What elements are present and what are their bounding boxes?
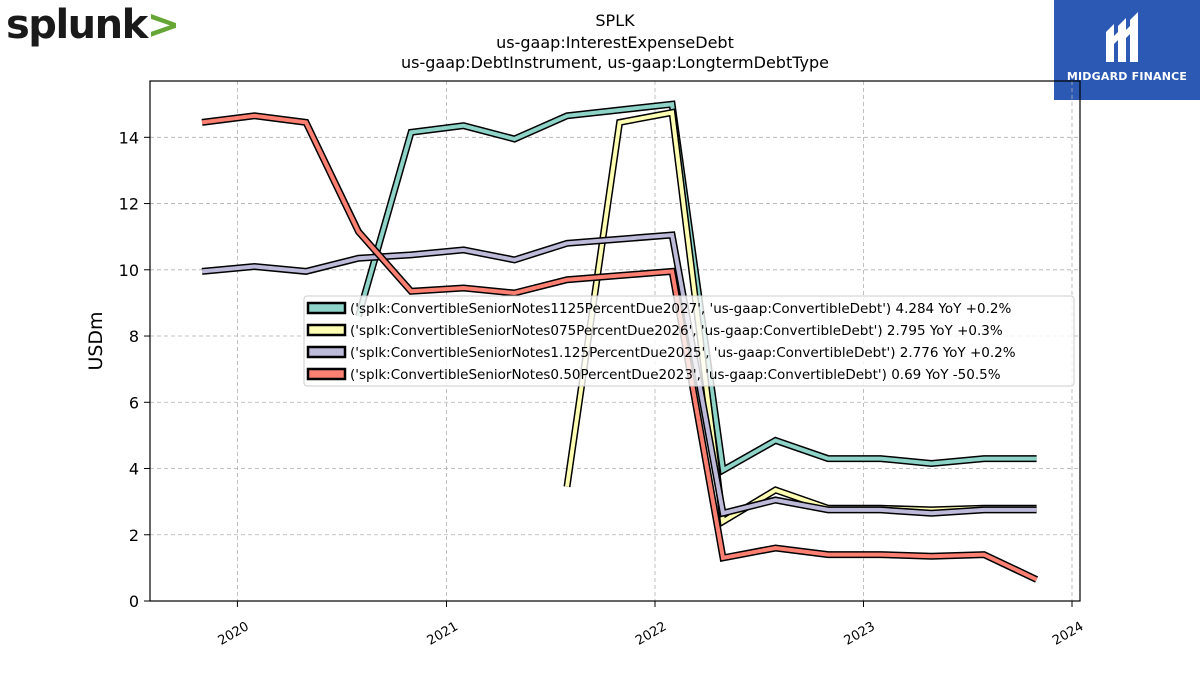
x-tick-label: 2022: [633, 619, 669, 649]
data-point: [721, 520, 725, 524]
data-point: [565, 241, 569, 245]
series-1: [355, 100, 1039, 476]
data-point: [304, 120, 308, 124]
chart-subtitle-line-2: us-gaap:DebtInstrument, us-gaap:Longterm…: [401, 53, 829, 72]
data-point: [565, 278, 569, 282]
data-point: [357, 230, 361, 234]
y-tick-label: 4: [129, 460, 139, 479]
data-point: [565, 114, 569, 118]
data-point: [670, 269, 674, 273]
splunk-logo: splunk>: [6, 2, 181, 48]
data-point: [670, 102, 674, 106]
data-point: [253, 264, 257, 268]
data-point: [462, 248, 466, 252]
data-point: [982, 553, 986, 557]
data-point: [879, 508, 883, 512]
legend-box: [303, 295, 1075, 387]
data-point: [982, 508, 986, 512]
midgard-finance-text: MIDGARD FINANCE: [1066, 70, 1188, 83]
data-point: [774, 546, 778, 550]
series-4: [200, 112, 1039, 583]
splunk-logo-chevron: >: [146, 2, 181, 48]
y-tick-label: 6: [129, 393, 139, 412]
data-point: [982, 457, 986, 461]
data-point: [929, 554, 933, 558]
midgard-finance-logo: MIDGARD FINANCE: [1054, 0, 1200, 100]
y-axis-label: USDm: [85, 311, 107, 370]
data-point: [565, 485, 569, 489]
splunk-logo-text: splunk: [6, 2, 148, 48]
data-point: [721, 556, 725, 560]
series-line: [356, 101, 1037, 474]
chart-title: SPLK: [595, 11, 635, 30]
legend-label: ('splk:ConvertibleSeniorNotes0.50Percent…: [350, 367, 1001, 383]
data-point: [721, 468, 725, 472]
y-tick-label: 8: [129, 327, 139, 346]
y-tick-label: 12: [119, 195, 139, 214]
data-point: [721, 511, 725, 515]
midgard-finance-emblem-icon: [1106, 12, 1138, 62]
data-point: [879, 553, 883, 557]
data-point: [512, 291, 516, 295]
data-point: [200, 120, 204, 124]
legend-label: ('splk:ConvertibleSeniorNotes1.125Percen…: [350, 345, 1016, 361]
legend-label: ('splk:ConvertibleSeniorNotes1125Percent…: [350, 301, 1011, 317]
legend-swatch: [306, 367, 347, 381]
data-point: [409, 130, 413, 134]
y-tick-label: 14: [119, 128, 139, 147]
data-point: [462, 124, 466, 128]
y-tick-label: 10: [119, 261, 139, 280]
data-point: [774, 488, 778, 492]
legend-swatch: [306, 345, 347, 359]
data-point: [618, 120, 622, 124]
axes: 0 2 4 6 8 10 12 14 2020 2021 2022 2023 2024: [119, 128, 1087, 648]
data-point: [1035, 577, 1039, 581]
legend: ('splk:ConvertibleSeniorNotes1125Percent…: [303, 295, 1075, 387]
series-3: [200, 231, 1039, 518]
data-point: [200, 269, 204, 273]
data-point: [826, 553, 830, 557]
data-point: [462, 286, 466, 290]
x-tick-label: 2020: [216, 619, 252, 649]
x-tick-label: 2024: [1050, 619, 1086, 649]
plot-frame: [149, 80, 1081, 602]
legend-label: ('splk:ConvertibleSeniorNotes075PercentD…: [350, 323, 1003, 339]
data-point: [879, 457, 883, 461]
data-point: [929, 511, 933, 515]
data-point: [1035, 457, 1039, 461]
data-point: [409, 289, 413, 293]
series-line: [201, 232, 1037, 516]
legend-swatch: [306, 301, 347, 315]
data-point: [774, 438, 778, 442]
data-point: [929, 462, 933, 466]
data-point: [357, 256, 361, 260]
y-tick-label: 0: [129, 592, 139, 611]
data-point: [670, 110, 674, 114]
x-tick-label: 2023: [842, 619, 878, 649]
data-point: [409, 253, 413, 257]
x-tick-label: 2021: [425, 619, 461, 649]
data-point: [826, 457, 830, 461]
chart-subtitle-line-1: us-gaap:InterestExpenseDebt: [496, 33, 734, 52]
data-point: [512, 258, 516, 262]
data-point: [1035, 508, 1039, 512]
y-tick-label: 2: [129, 526, 139, 545]
data-point: [774, 498, 778, 502]
legend-swatch: [306, 323, 347, 337]
series-line: [201, 113, 1038, 582]
series-lines: [200, 100, 1039, 583]
data-point: [304, 269, 308, 273]
data-point: [670, 233, 674, 237]
data-point: [512, 137, 516, 141]
data-point: [826, 508, 830, 512]
data-point: [253, 114, 257, 118]
